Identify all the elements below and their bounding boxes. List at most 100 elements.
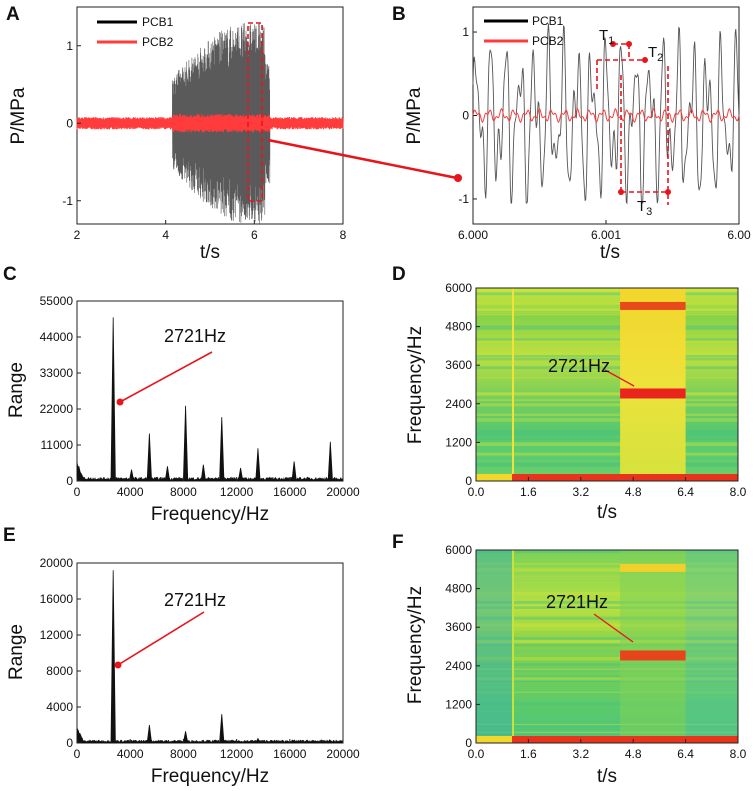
xtick-label: 20000 [326, 747, 360, 761]
spectrogram-texture [476, 691, 738, 693]
spectrogram-texture [476, 309, 738, 313]
panel-f-spectrogram-bg [476, 550, 738, 743]
spectral-peak [200, 464, 207, 482]
ytick-label: 0 [66, 736, 73, 750]
legend-b-pcb2-label: PCB2 [532, 34, 564, 48]
panel-e-anno-dot [114, 661, 122, 669]
xtick-label: 4.8 [625, 485, 642, 499]
spectrogram-texture [476, 462, 738, 465]
spectrogram-texture [476, 392, 738, 395]
panel-c-ylabel: Range [6, 362, 27, 418]
spectrogram-texture [476, 569, 738, 572]
xtick-label: 16000 [273, 485, 307, 499]
panel-f-anno: 2721Hz [546, 592, 608, 612]
spectrogram-texture [476, 657, 738, 661]
spectrogram-texture [476, 639, 738, 643]
xtick-label: 4.8 [625, 747, 642, 761]
panel-d-anno-line [604, 369, 635, 387]
spectrogram-texture [476, 464, 738, 467]
pcb1-zoom-trace [472, 23, 740, 205]
spectral-peak [219, 417, 225, 482]
spectrogram-texture [476, 624, 738, 628]
spectrogram-texture [476, 308, 738, 311]
spectrogram-texture [476, 418, 738, 422]
panel-a: A 2 4 6 8 -1 0 1 PCB1 PCB2 t/s P/MPa [6, 4, 462, 263]
spectrogram-texture [476, 732, 738, 735]
spectrogram-texture [476, 636, 738, 641]
spectral-peak [237, 467, 244, 482]
legend-pcb1-label: PCB1 [142, 15, 174, 29]
ytick-label: 6000 [445, 543, 472, 557]
ytick-label: -1 [458, 192, 469, 206]
spectrogram-texture [476, 731, 738, 734]
ytick-label: 6000 [445, 281, 472, 295]
spectrogram-texture [476, 325, 738, 329]
xtick-label: 8000 [170, 485, 197, 499]
panel-d-xlabel: t/s [597, 502, 617, 523]
low-frequency-band [476, 474, 738, 481]
xtick-label: 3.2 [572, 485, 589, 499]
ytick-label: 0 [462, 109, 469, 123]
panel-a-ylabel: P/MPa [8, 87, 29, 144]
t1-label: T1 [599, 27, 614, 47]
ytick-label: 8000 [46, 664, 73, 678]
low-frequency-band [476, 736, 738, 743]
panel-c-anno-dot [116, 398, 124, 406]
xtick-label: 0.0 [468, 485, 485, 499]
panel-c-anno-line [119, 351, 213, 403]
onset-line [512, 550, 515, 743]
panel-a-letter: A [6, 4, 20, 25]
spectral-peak [255, 737, 261, 744]
ytick-label: 11000 [41, 438, 74, 452]
spectrogram-texture [476, 430, 738, 432]
xtick-label: 8.0 [730, 747, 747, 761]
panel-e-anno: 2721Hz [164, 590, 226, 610]
panel-f-letter: F [392, 532, 404, 553]
xtick-label: 6.00 [727, 228, 751, 242]
xtick-label: 8 [340, 228, 347, 242]
spectral-peak [146, 433, 152, 482]
spectrogram-texture [476, 376, 738, 379]
pcb2-zoom-trace [472, 107, 740, 124]
spectrogram-texture [476, 643, 738, 647]
xtick-label: 8000 [170, 747, 197, 761]
spectrogram-texture [476, 355, 738, 358]
event-region [620, 288, 686, 481]
spectrogram-texture [476, 677, 738, 681]
ytick-label: 1 [462, 25, 469, 39]
spectrogram-texture [476, 399, 738, 402]
spectral-peak [110, 317, 116, 482]
spectrogram-texture [476, 402, 738, 407]
spectrogram-texture [476, 357, 738, 361]
spectrogram-texture [476, 463, 738, 466]
spectrogram-texture [476, 591, 738, 596]
t1-end-dot [626, 41, 632, 47]
xtick-label: 1.6 [520, 485, 537, 499]
spectral-peak [327, 441, 333, 482]
panel-a-ticks: 2 4 6 8 -1 0 1 [62, 39, 346, 242]
spectrogram-texture [476, 625, 738, 627]
xtick-label: 8.0 [730, 485, 747, 499]
xtick-label: 20000 [326, 485, 360, 499]
spectrogram-texture [476, 292, 738, 296]
ytick-label: 55000 [40, 294, 74, 308]
panel-d-frame [475, 287, 739, 482]
ytick-label: 4000 [46, 700, 73, 714]
xtick-label: 6.4 [677, 485, 694, 499]
spectral-peak [182, 405, 189, 482]
spectrogram-texture [476, 675, 738, 677]
ytick-label: 3600 [445, 358, 472, 372]
panel-d-ticks: 0.0 1.6 3.2 4.8 6.4 8.0 0 1200 2400 3600 4800 6000 [445, 281, 746, 499]
panel-c-spectrum [76, 317, 344, 482]
event-region [620, 550, 686, 743]
panel-f-ylabel: Frequency/Hz [405, 586, 426, 704]
spectrogram-texture [476, 650, 738, 654]
panel-b: B 6.000 6.001 6.00-101 PCB1 PCB2 T1 T2 T3 … [392, 4, 751, 263]
xtick-label: 0.0 [468, 747, 485, 761]
spectrogram-texture [476, 667, 738, 670]
spectrogram-texture [476, 562, 738, 565]
spectral-peak [146, 724, 153, 744]
panel-a-signal [76, 22, 344, 225]
ytick-label: 12000 [40, 628, 74, 642]
